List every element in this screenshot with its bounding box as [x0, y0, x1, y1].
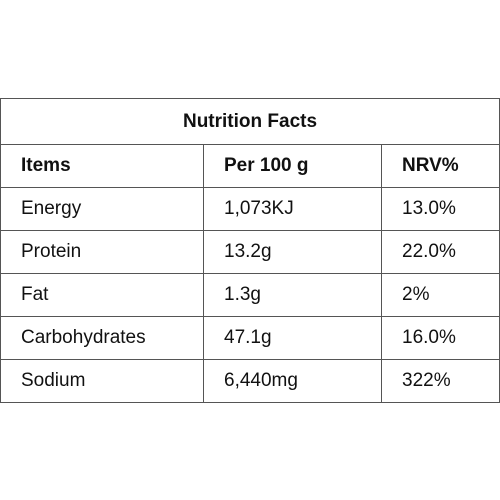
nrv-cell: 2%: [380, 273, 500, 317]
per-100g-cell: 1.3g: [203, 273, 382, 317]
nrv-cell: 16.0%: [380, 316, 500, 360]
nrv-cell: 322%: [380, 359, 500, 403]
table-row: Protein 13.2g 22.0%: [0, 230, 500, 274]
table-row: Fat 1.3g 2%: [0, 273, 500, 317]
nrv-cell: 22.0%: [380, 230, 500, 274]
table-header-row: Items Per 100 g NRV%: [0, 144, 500, 188]
table-row: Sodium 6,440mg 322%: [0, 359, 500, 403]
column-header-items: Items: [0, 144, 204, 188]
item-cell: Sodium: [0, 359, 204, 403]
per-100g-cell: 13.2g: [203, 230, 382, 274]
table-row: Carbohydrates 47.1g 16.0%: [0, 316, 500, 360]
item-cell: Energy: [0, 187, 204, 231]
per-100g-cell: 6,440mg: [203, 359, 382, 403]
table-title: Nutrition Facts: [0, 98, 500, 145]
item-cell: Fat: [0, 273, 204, 317]
nutrition-facts-table: Nutrition Facts Items Per 100 g NRV% Ene…: [0, 98, 500, 403]
per-100g-cell: 47.1g: [203, 316, 382, 360]
item-cell: Carbohydrates: [0, 316, 204, 360]
column-header-nrv: NRV%: [380, 144, 500, 188]
table-row: Energy 1,073KJ 13.0%: [0, 187, 500, 231]
column-header-per-100g: Per 100 g: [203, 144, 382, 188]
item-cell: Protein: [0, 230, 204, 274]
table-title-row: Nutrition Facts: [0, 98, 500, 145]
per-100g-cell: 1,073KJ: [203, 187, 382, 231]
nrv-cell: 13.0%: [380, 187, 500, 231]
